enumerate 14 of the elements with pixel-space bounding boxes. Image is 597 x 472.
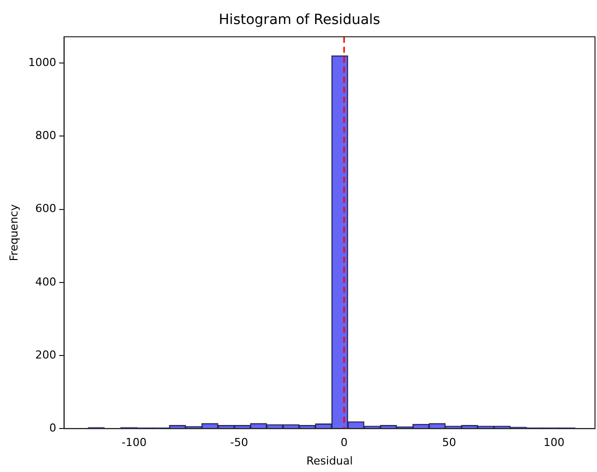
- y-tick-label: 800: [35, 129, 56, 142]
- x-tick-label: 0: [340, 436, 348, 450]
- y-axis-title: Frequency: [7, 204, 20, 262]
- y-tick-label: 400: [35, 275, 56, 288]
- x-tick-label: -100: [122, 436, 147, 450]
- x-tick-label: 100: [544, 436, 565, 450]
- y-tick-label: 600: [35, 202, 56, 216]
- x-axis-title: Residual: [306, 454, 353, 468]
- y-tick-label: 0: [49, 421, 56, 434]
- x-tick-label: 50: [442, 436, 456, 450]
- chart-title: Histogram of Residuals: [218, 12, 380, 28]
- y-tick-label: 200: [35, 348, 56, 362]
- x-tick-label: -50: [230, 436, 248, 450]
- y-tick-label: 1000: [28, 56, 56, 69]
